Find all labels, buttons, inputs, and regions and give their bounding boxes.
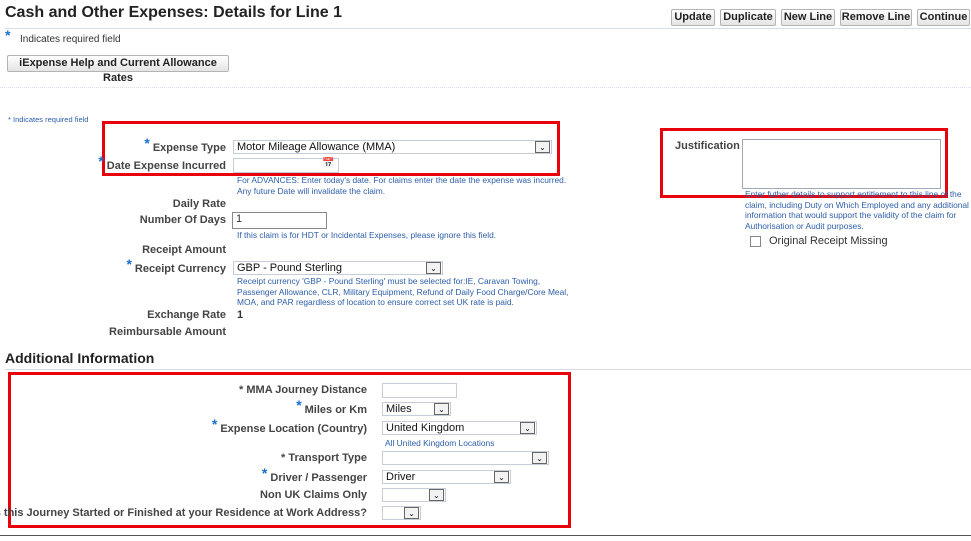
expense-type-label: * Expense Type: [144, 136, 226, 155]
original-receipt-missing-checkbox[interactable]: [750, 236, 761, 247]
required-star-icon: *: [296, 397, 302, 413]
transport-type-select[interactable]: ⌄: [382, 451, 549, 465]
transport-type-label: * Transport Type: [281, 452, 367, 464]
number-of-days-input[interactable]: 1: [232, 212, 327, 229]
chevron-down-icon: ⌄: [429, 489, 444, 501]
divider: [5, 28, 971, 29]
selected-value: Driver: [386, 471, 416, 483]
all-uk-locations-link[interactable]: All United Kingdom Locations: [385, 438, 495, 448]
label-text: Date Expense Incurred: [106, 160, 226, 172]
driver-passenger-select[interactable]: Driver ⌄: [382, 470, 511, 484]
miles-or-km-label: * Miles or Km: [296, 398, 367, 417]
journey-distance-label: * MMA Journey Distance: [239, 384, 367, 396]
days-help-text: If this claim is for HDT or Incidental E…: [237, 230, 497, 240]
number-of-days-label: Number Of Days: [139, 214, 226, 226]
required-star-icon: *: [98, 153, 104, 169]
expense-type-select[interactable]: Motor Mileage Allowance (MMA) ⌄: [233, 140, 552, 154]
highlight-box: [8, 372, 571, 528]
new-line-button[interactable]: New Line: [781, 9, 835, 26]
chevron-down-icon: ⌄: [404, 507, 419, 519]
reimbursable-amount-label: Reimbursable Amount: [109, 326, 226, 338]
date-incurred-input[interactable]: [233, 158, 339, 173]
update-button[interactable]: Update: [671, 9, 715, 26]
highlight-box: [102, 121, 560, 176]
label-text: Expense Location (Country): [220, 423, 367, 435]
receipt-currency-select[interactable]: GBP - Pound Sterling ⌄: [233, 261, 443, 275]
chevron-down-icon: ⌄: [532, 452, 547, 464]
label-text: Miles or Km: [304, 404, 367, 416]
chevron-down-icon: ⌄: [520, 422, 535, 434]
divider: [5, 369, 971, 370]
justification-help-text: Enter futher details to support entitlem…: [745, 189, 969, 231]
exchange-rate-value: 1: [237, 309, 244, 321]
help-rates-button[interactable]: iExpense Help and Current Allowance Rate…: [7, 55, 229, 84]
label-text: Expense Type: [152, 142, 226, 154]
journey-distance-input[interactable]: [382, 383, 457, 398]
form-required-note: * Indicates required field: [8, 115, 89, 124]
label-text: Receipt Currency: [134, 263, 226, 275]
receipt-currency-label: * Receipt Currency: [126, 257, 226, 276]
divider: [0, 87, 971, 88]
residence-journey-select[interactable]: ⌄: [382, 506, 421, 520]
chevron-down-icon: ⌄: [535, 141, 550, 153]
justification-textarea[interactable]: [742, 139, 941, 189]
non-uk-claims-label: Non UK Claims Only: [260, 489, 367, 501]
chevron-down-icon: ⌄: [494, 471, 509, 483]
original-receipt-missing-label: Original Receipt Missing: [769, 235, 888, 247]
selected-value: GBP - Pound Sterling: [237, 262, 342, 274]
highlight-box: [660, 128, 948, 198]
required-star-icon: *: [211, 416, 218, 432]
selected-value: Motor Mileage Allowance (MMA): [237, 141, 396, 153]
expense-location-label: * Expense Location (Country): [212, 417, 367, 436]
chevron-down-icon: ⌄: [426, 262, 441, 274]
required-star-icon: *: [126, 256, 132, 272]
continue-button[interactable]: Continue: [917, 9, 970, 26]
receipt-amount-label: Receipt Amount: [142, 244, 226, 256]
duplicate-button[interactable]: Duplicate: [720, 9, 776, 26]
currency-help-text: Receipt currency 'GBP - Pound Sterling' …: [237, 276, 569, 307]
remove-line-button[interactable]: Remove Line: [840, 9, 912, 26]
driver-passenger-label: * Driver / Passenger: [262, 466, 367, 485]
date-incurred-label: * Date Expense Incurred: [98, 154, 226, 173]
required-note: Indicates required field: [20, 34, 121, 45]
required-star-icon: *: [261, 465, 268, 481]
selected-value: United Kingdom: [386, 422, 465, 434]
calendar-icon[interactable]: 📅: [322, 158, 335, 169]
chevron-down-icon: ⌄: [434, 403, 449, 415]
expense-location-select[interactable]: United Kingdom ⌄: [382, 421, 537, 435]
page-title: Cash and Other Expenses: Details for Lin…: [5, 4, 342, 21]
required-star-icon: *: [5, 27, 11, 43]
additional-info-heading: Additional Information: [5, 350, 155, 366]
date-help-text: For ADVANCES: Enter today's date. For cl…: [237, 175, 567, 196]
daily-rate-label: Daily Rate: [172, 198, 226, 210]
non-uk-claims-select[interactable]: ⌄: [382, 488, 446, 502]
exchange-rate-label: Exchange Rate: [147, 309, 226, 321]
required-star-icon: *: [144, 135, 150, 151]
selected-value: Miles: [386, 403, 412, 415]
divider: [0, 535, 971, 536]
justification-label: Justification: [675, 140, 740, 152]
residence-journey-label: Has this Journey Started or Finished at …: [0, 507, 367, 519]
miles-or-km-select[interactable]: Miles ⌄: [382, 402, 451, 416]
label-text: Driver / Passenger: [270, 472, 367, 484]
